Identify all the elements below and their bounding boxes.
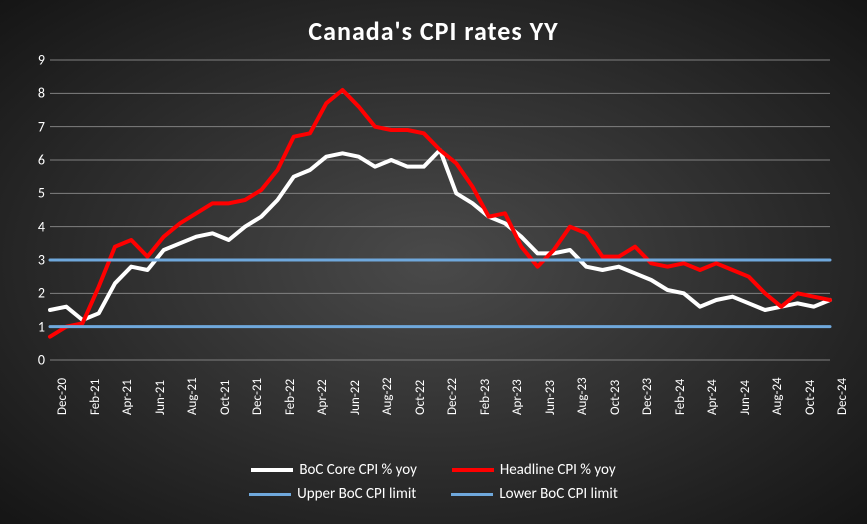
x-tick-label: Jun-21 bbox=[153, 380, 168, 415]
x-tick-label: Dec-21 bbox=[250, 378, 265, 415]
x-tick-label: Jun-24 bbox=[738, 380, 753, 415]
x-tick-label: Dec-24 bbox=[835, 378, 850, 415]
legend-swatch-core bbox=[251, 468, 293, 472]
y-tick-label: 8 bbox=[25, 85, 45, 102]
x-tick-label: Dec-23 bbox=[640, 378, 655, 415]
legend-swatch-headline bbox=[452, 468, 494, 472]
x-tick-label: Feb-23 bbox=[478, 379, 493, 415]
x-tick-label: Apr-24 bbox=[705, 379, 720, 415]
legend-label-core: BoC Core CPI % yoy bbox=[299, 461, 417, 479]
y-tick-label: 9 bbox=[25, 52, 45, 69]
y-tick-label: 7 bbox=[25, 118, 45, 135]
plot-area bbox=[50, 60, 830, 360]
legend-row-2: Upper BoC CPI limit Lower BoC CPI limit bbox=[0, 485, 867, 503]
legend-label-lower: Lower BoC CPI limit bbox=[499, 485, 618, 503]
x-tick-label: Aug-22 bbox=[380, 377, 395, 415]
y-tick-label: 6 bbox=[25, 152, 45, 169]
x-tick-label: Jun-23 bbox=[543, 380, 558, 415]
legend-label-upper: Upper BoC CPI limit bbox=[297, 485, 416, 503]
x-tick-label: Feb-21 bbox=[88, 379, 103, 415]
x-tick-label: Apr-23 bbox=[510, 379, 525, 415]
legend-item-upper: Upper BoC CPI limit bbox=[249, 485, 416, 503]
y-tick-label: 4 bbox=[25, 218, 45, 235]
y-tick-label: 1 bbox=[25, 318, 45, 335]
x-tick-label: Oct-22 bbox=[413, 380, 428, 415]
legend-swatch-upper bbox=[249, 493, 291, 496]
plot-svg bbox=[50, 60, 830, 360]
x-tick-label: Oct-21 bbox=[218, 380, 233, 415]
legend-item-lower: Lower BoC CPI limit bbox=[451, 485, 618, 503]
x-tick-label: Aug-24 bbox=[770, 377, 785, 415]
x-tick-label: Feb-24 bbox=[673, 379, 688, 415]
y-tick-label: 2 bbox=[25, 285, 45, 302]
x-tick-label: Oct-23 bbox=[608, 380, 623, 415]
x-tick-label: Apr-22 bbox=[315, 379, 330, 415]
x-tick-label: Apr-21 bbox=[120, 379, 135, 415]
x-tick-label: Aug-23 bbox=[575, 377, 590, 415]
y-tick-label: 5 bbox=[25, 185, 45, 202]
x-tick-label: Dec-22 bbox=[445, 378, 460, 415]
x-tick-label: Jun-22 bbox=[348, 380, 363, 415]
y-tick-label: 0 bbox=[25, 352, 45, 369]
x-tick-label: Aug-21 bbox=[185, 377, 200, 415]
y-tick-label: 3 bbox=[25, 252, 45, 269]
chart-container: Canada's CPI rates YY 0 1 2 3 4 5 6 7 8 9 Dec-20 F… bbox=[0, 0, 867, 524]
x-tick-label: Oct-24 bbox=[803, 380, 818, 415]
legend-swatch-lower bbox=[451, 493, 493, 496]
legend-item-headline: Headline CPI % yoy bbox=[452, 461, 616, 479]
chart-title: Canada's CPI rates YY bbox=[0, 15, 867, 47]
x-tick-label: Dec-20 bbox=[55, 378, 70, 415]
legend-item-core: BoC Core CPI % yoy bbox=[251, 461, 417, 479]
legend: BoC Core CPI % yoy Headline CPI % yoy Up… bbox=[0, 455, 867, 509]
x-tick-label: Feb-22 bbox=[283, 379, 298, 415]
legend-label-headline: Headline CPI % yoy bbox=[500, 461, 616, 479]
legend-row-1: BoC Core CPI % yoy Headline CPI % yoy bbox=[0, 461, 867, 479]
